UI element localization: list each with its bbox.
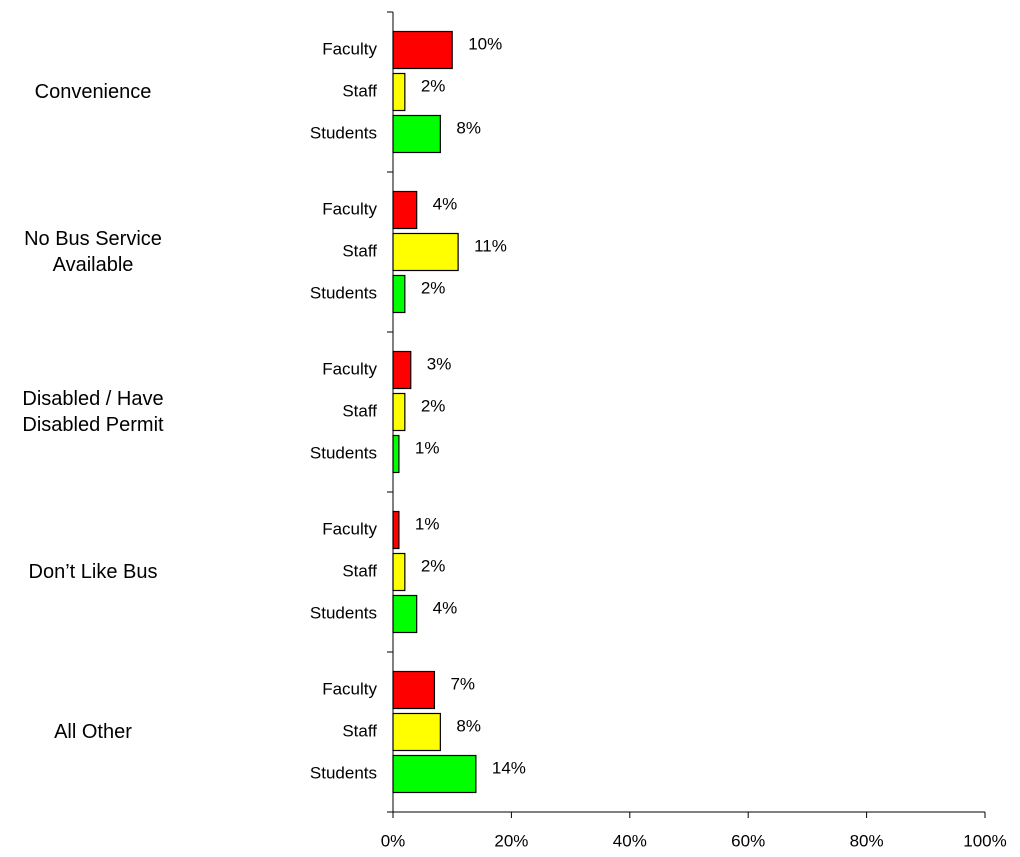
value-label: 1% (415, 514, 440, 533)
value-label: 14% (492, 758, 526, 777)
bar (392, 114, 441, 154)
value-label: 4% (433, 194, 458, 213)
series-label: Students (310, 763, 377, 782)
x-tick-label: 0% (381, 831, 406, 850)
category-label: Don’t Like Bus (28, 561, 158, 583)
bar (392, 72, 406, 112)
bar (392, 670, 436, 710)
series-label: Students (310, 123, 377, 142)
bar (392, 434, 400, 474)
series-label: Staff (342, 241, 377, 260)
bar (392, 30, 453, 70)
bar (392, 552, 406, 592)
bar (392, 190, 418, 230)
value-label: 7% (450, 674, 475, 693)
value-label: 2% (421, 278, 446, 297)
value-label: 8% (456, 118, 481, 137)
category-label: Disabled / Have Disabled Permit (22, 388, 164, 436)
value-label: 3% (427, 354, 452, 373)
bar (392, 392, 406, 432)
series-label: Staff (342, 561, 377, 580)
x-tick-label: 100% (963, 831, 1006, 850)
series-label: Staff (342, 81, 377, 100)
series-label: Faculty (322, 39, 377, 58)
category-label: All Other (54, 721, 132, 743)
series-label: Staff (342, 721, 377, 740)
value-label: 10% (468, 34, 502, 53)
category-label: No Bus Service Available (24, 228, 162, 276)
bar (392, 510, 400, 550)
value-label: 2% (421, 396, 446, 415)
series-label: Faculty (322, 359, 377, 378)
series-label: Students (310, 443, 377, 462)
value-label: 2% (421, 556, 446, 575)
bar (392, 274, 406, 314)
series-label: Faculty (322, 519, 377, 538)
bar (392, 232, 459, 272)
value-label: 2% (421, 76, 446, 95)
category-label: Convenience (34, 81, 152, 103)
value-label: 1% (415, 438, 440, 457)
series-label: Students (310, 603, 377, 622)
series-label: Faculty (322, 679, 377, 698)
series-label: Staff (342, 401, 377, 420)
value-label: 8% (456, 716, 481, 735)
series-label: Students (310, 283, 377, 302)
x-tick-label: 20% (494, 831, 528, 850)
x-tick-label: 60% (731, 831, 765, 850)
series-label: Faculty (322, 199, 377, 218)
x-tick-label: 80% (850, 831, 884, 850)
value-label: 11% (474, 236, 507, 255)
bar (392, 712, 441, 752)
bar (392, 350, 412, 390)
bar (392, 594, 418, 634)
x-tick-label: 40% (613, 831, 647, 850)
value-label: 4% (433, 598, 458, 617)
bar (392, 754, 477, 794)
